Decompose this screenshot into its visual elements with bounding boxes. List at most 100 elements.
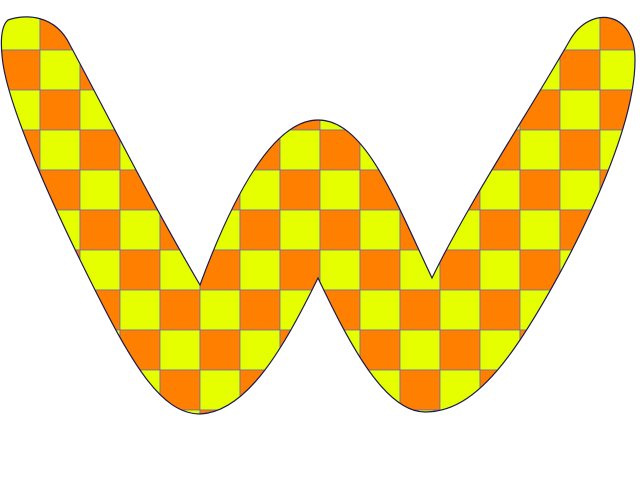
checker-cell: [479, 209, 521, 251]
checker-cell: [599, 289, 636, 331]
checker-cell: [79, 409, 121, 414]
checker-cell: [599, 16, 636, 51]
checker-cell: [599, 249, 636, 291]
checker-cell: [479, 289, 521, 331]
checker-cell: [559, 289, 601, 331]
checker-cell: [119, 329, 161, 371]
checker-cell: [199, 289, 241, 331]
checker-cell: [559, 249, 601, 291]
checker-cell: [239, 129, 281, 171]
checker-cell: [599, 369, 636, 411]
checker-cell: [359, 49, 401, 91]
checker-cell: [79, 169, 121, 211]
checker-cell: [159, 409, 201, 414]
checker-cell: [239, 89, 281, 131]
checker-cell: [399, 49, 441, 91]
checker-cell: [520, 450, 560, 480]
checker-cell: [599, 89, 636, 131]
checker-cell: [1, 169, 41, 211]
checker-cell: [239, 49, 281, 91]
checker-cell: [559, 129, 601, 171]
checker-cell: [399, 16, 441, 51]
checker-cell: [199, 16, 241, 51]
checkerboard-pattern: [1, 16, 636, 480]
checker-cell: [519, 49, 561, 91]
checker-cell: [479, 249, 521, 291]
checker-cell: [479, 89, 521, 131]
checker-cell: [79, 89, 121, 131]
checker-cell: [1, 16, 41, 51]
checker-cell: [519, 369, 561, 411]
checker-cell: [280, 450, 320, 480]
checker-cell: [80, 450, 120, 480]
checker-cell: [199, 49, 241, 91]
checker-cell: [239, 16, 281, 51]
checker-cell: [159, 209, 201, 251]
checker-cell: [559, 209, 601, 251]
checker-cell: [39, 369, 81, 411]
w-shape-outline: [0, 16, 636, 415]
checker-cell: [599, 209, 636, 251]
checker-cell: [279, 209, 321, 251]
checker-cell: [439, 209, 481, 251]
checker-cell: [159, 89, 201, 131]
checker-cell: [1, 209, 41, 251]
checker-cell: [399, 289, 441, 331]
checker-cell: [79, 16, 121, 51]
checker-cell: [319, 49, 361, 91]
checker-cell: [1, 129, 41, 171]
checker-cell: [159, 49, 201, 91]
checker-cell: [239, 289, 281, 331]
checker-cell: [439, 369, 481, 411]
checker-cell: [40, 450, 80, 480]
checker-cell: [359, 89, 401, 131]
checker-cell: [79, 249, 121, 291]
checker-cell: [559, 369, 601, 411]
checker-cell: [1, 409, 41, 414]
checker-cell: [120, 450, 160, 480]
checker-cell: [119, 209, 161, 251]
checker-cell: [400, 450, 440, 480]
checker-cell: [399, 209, 441, 251]
checker-cell: [79, 289, 121, 331]
checker-cell: [519, 409, 561, 414]
checker-cell: [1, 49, 41, 91]
checker-cell: [119, 49, 161, 91]
checker-cell: [360, 450, 400, 480]
checker-cell: [200, 450, 240, 480]
checker-cell: [279, 409, 321, 414]
checker-cell: [319, 89, 361, 131]
checker-cell: [1, 329, 41, 371]
checker-cell: [479, 369, 521, 411]
checker-cell: [479, 49, 521, 91]
checker-cell: [1, 249, 41, 291]
checker-cell: [319, 409, 361, 414]
checker-cell: [559, 16, 601, 51]
checker-cell: [39, 289, 81, 331]
checker-cell: [159, 249, 201, 291]
checker-cell: [119, 16, 161, 51]
checker-cell: [240, 450, 280, 480]
checker-cell: [439, 169, 481, 211]
checker-cell: [359, 369, 401, 411]
checker-cell: [359, 329, 401, 371]
checker-cell: [79, 49, 121, 91]
checker-cell: [119, 369, 161, 411]
checker-cell: [239, 209, 281, 251]
checker-cell: [439, 409, 481, 414]
checker-cell: [439, 16, 481, 51]
checker-cell: [279, 329, 321, 371]
checker-cell: [199, 409, 241, 414]
checker-cell: [479, 329, 521, 371]
checker-cell: [279, 49, 321, 91]
checker-cell: [239, 169, 281, 211]
checker-cell: [559, 409, 601, 414]
checker-cell: [560, 450, 600, 480]
checker-cell: [119, 409, 161, 414]
checker-cell: [319, 249, 361, 291]
checker-cell: [39, 329, 81, 371]
checker-cell: [159, 16, 201, 51]
checker-cell: [39, 49, 81, 91]
checker-cell: [279, 249, 321, 291]
